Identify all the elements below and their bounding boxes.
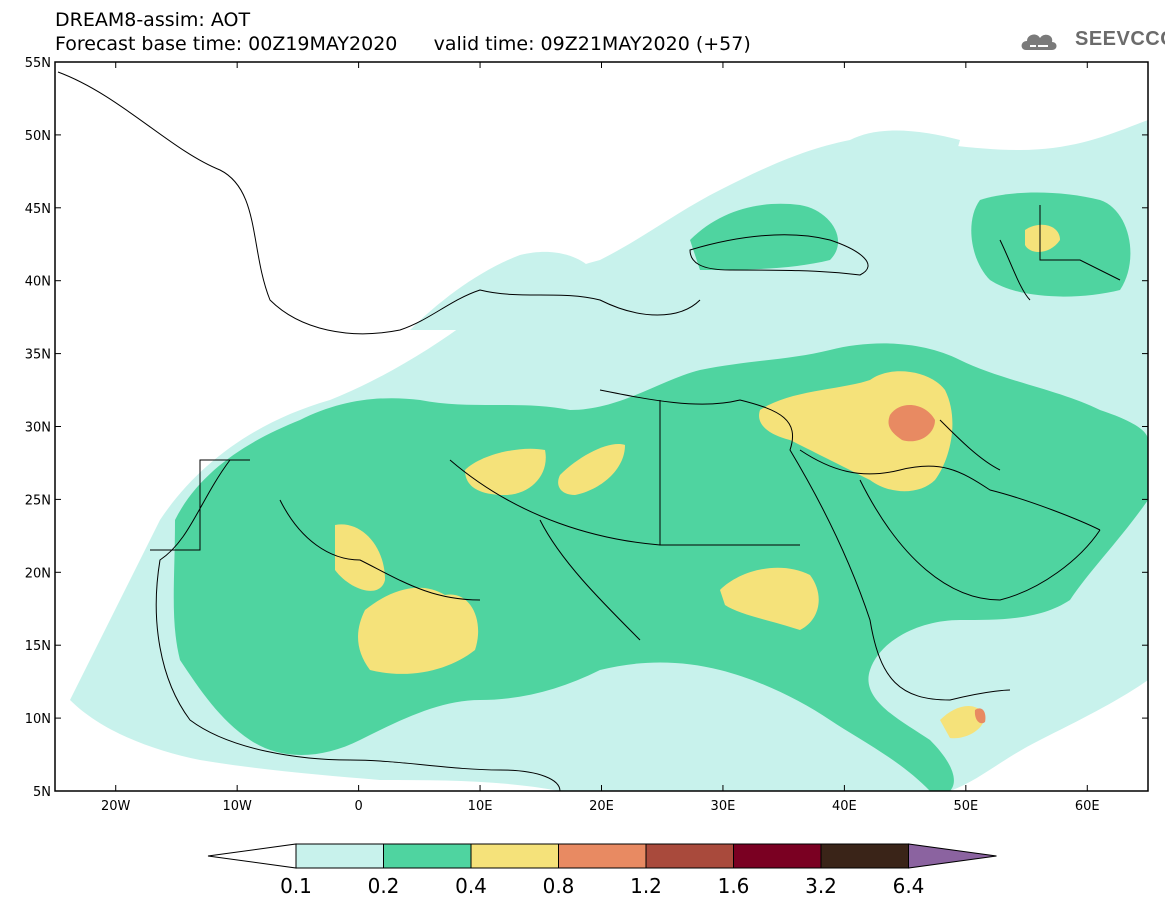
colorbar-label-1.2: 1.2 <box>630 874 662 898</box>
map-title: DREAM8-assim: AOT <box>55 9 251 31</box>
lon-label-10E: 10E <box>468 799 493 814</box>
lat-label-55N: 55N <box>25 56 51 71</box>
lat-label-15N: 15N <box>25 639 51 654</box>
aot-contour-0.8 <box>888 404 935 442</box>
lat-label-30N: 30N <box>25 421 51 436</box>
lon-label-20E: 20E <box>589 799 614 814</box>
time-info: Forecast base time: 00Z19MAY2020 valid t… <box>55 33 751 55</box>
lon-label-10W: 10W <box>222 799 252 814</box>
base-time: Forecast base time: 00Z19MAY2020 <box>55 33 398 55</box>
colorbar-box-3.2 <box>820 843 909 869</box>
lon-label-60E: 60E <box>1075 799 1100 814</box>
colorbar-label-0.2: 0.2 <box>368 874 400 898</box>
lon-label-20W: 20W <box>101 799 131 814</box>
lat-label-40N: 40N <box>25 275 51 290</box>
lon-label-50E: 50E <box>953 799 978 814</box>
colorbar-under-triangle <box>207 843 297 869</box>
lat-label-35N: 35N <box>25 348 51 363</box>
colorbar-box-0.1 <box>295 843 384 869</box>
valid-time: valid time: 09Z21MAY2020 (+57) <box>433 33 751 55</box>
colorbar-box-0.8 <box>558 843 647 869</box>
colorbar-box-1.2 <box>645 843 734 869</box>
lon-label-0: 0 <box>354 799 362 814</box>
lat-label-45N: 45N <box>25 202 51 217</box>
lat-label-25N: 25N <box>25 493 51 508</box>
lon-label-40E: 40E <box>832 799 857 814</box>
lat-label-10N: 10N <box>25 712 51 727</box>
colorbar-label-0.4: 0.4 <box>455 874 487 898</box>
colorbar-over-triangle <box>908 843 997 869</box>
colorbar-label-0.8: 0.8 <box>543 874 575 898</box>
lat-label-50N: 50N <box>25 129 51 144</box>
colorbar-box-0.2 <box>383 843 472 869</box>
colorbar-label-0.1: 0.1 <box>280 874 312 898</box>
colorbar-label-3.2: 3.2 <box>805 874 837 898</box>
colorbar-label-1.6: 1.6 <box>718 874 750 898</box>
lat-label-20N: 20N <box>25 566 51 581</box>
colorbar-box-1.6 <box>733 843 822 869</box>
colorbar-label-6.4: 6.4 <box>893 874 925 898</box>
logo-text: SEEVCCC <box>1075 28 1165 50</box>
lon-label-30E: 30E <box>711 799 736 814</box>
cloud-icon <box>1021 34 1057 50</box>
aot-contour-0.4 <box>335 524 385 591</box>
lat-label-5N: 5N <box>33 785 51 800</box>
colorbar-box-0.4 <box>470 843 559 869</box>
